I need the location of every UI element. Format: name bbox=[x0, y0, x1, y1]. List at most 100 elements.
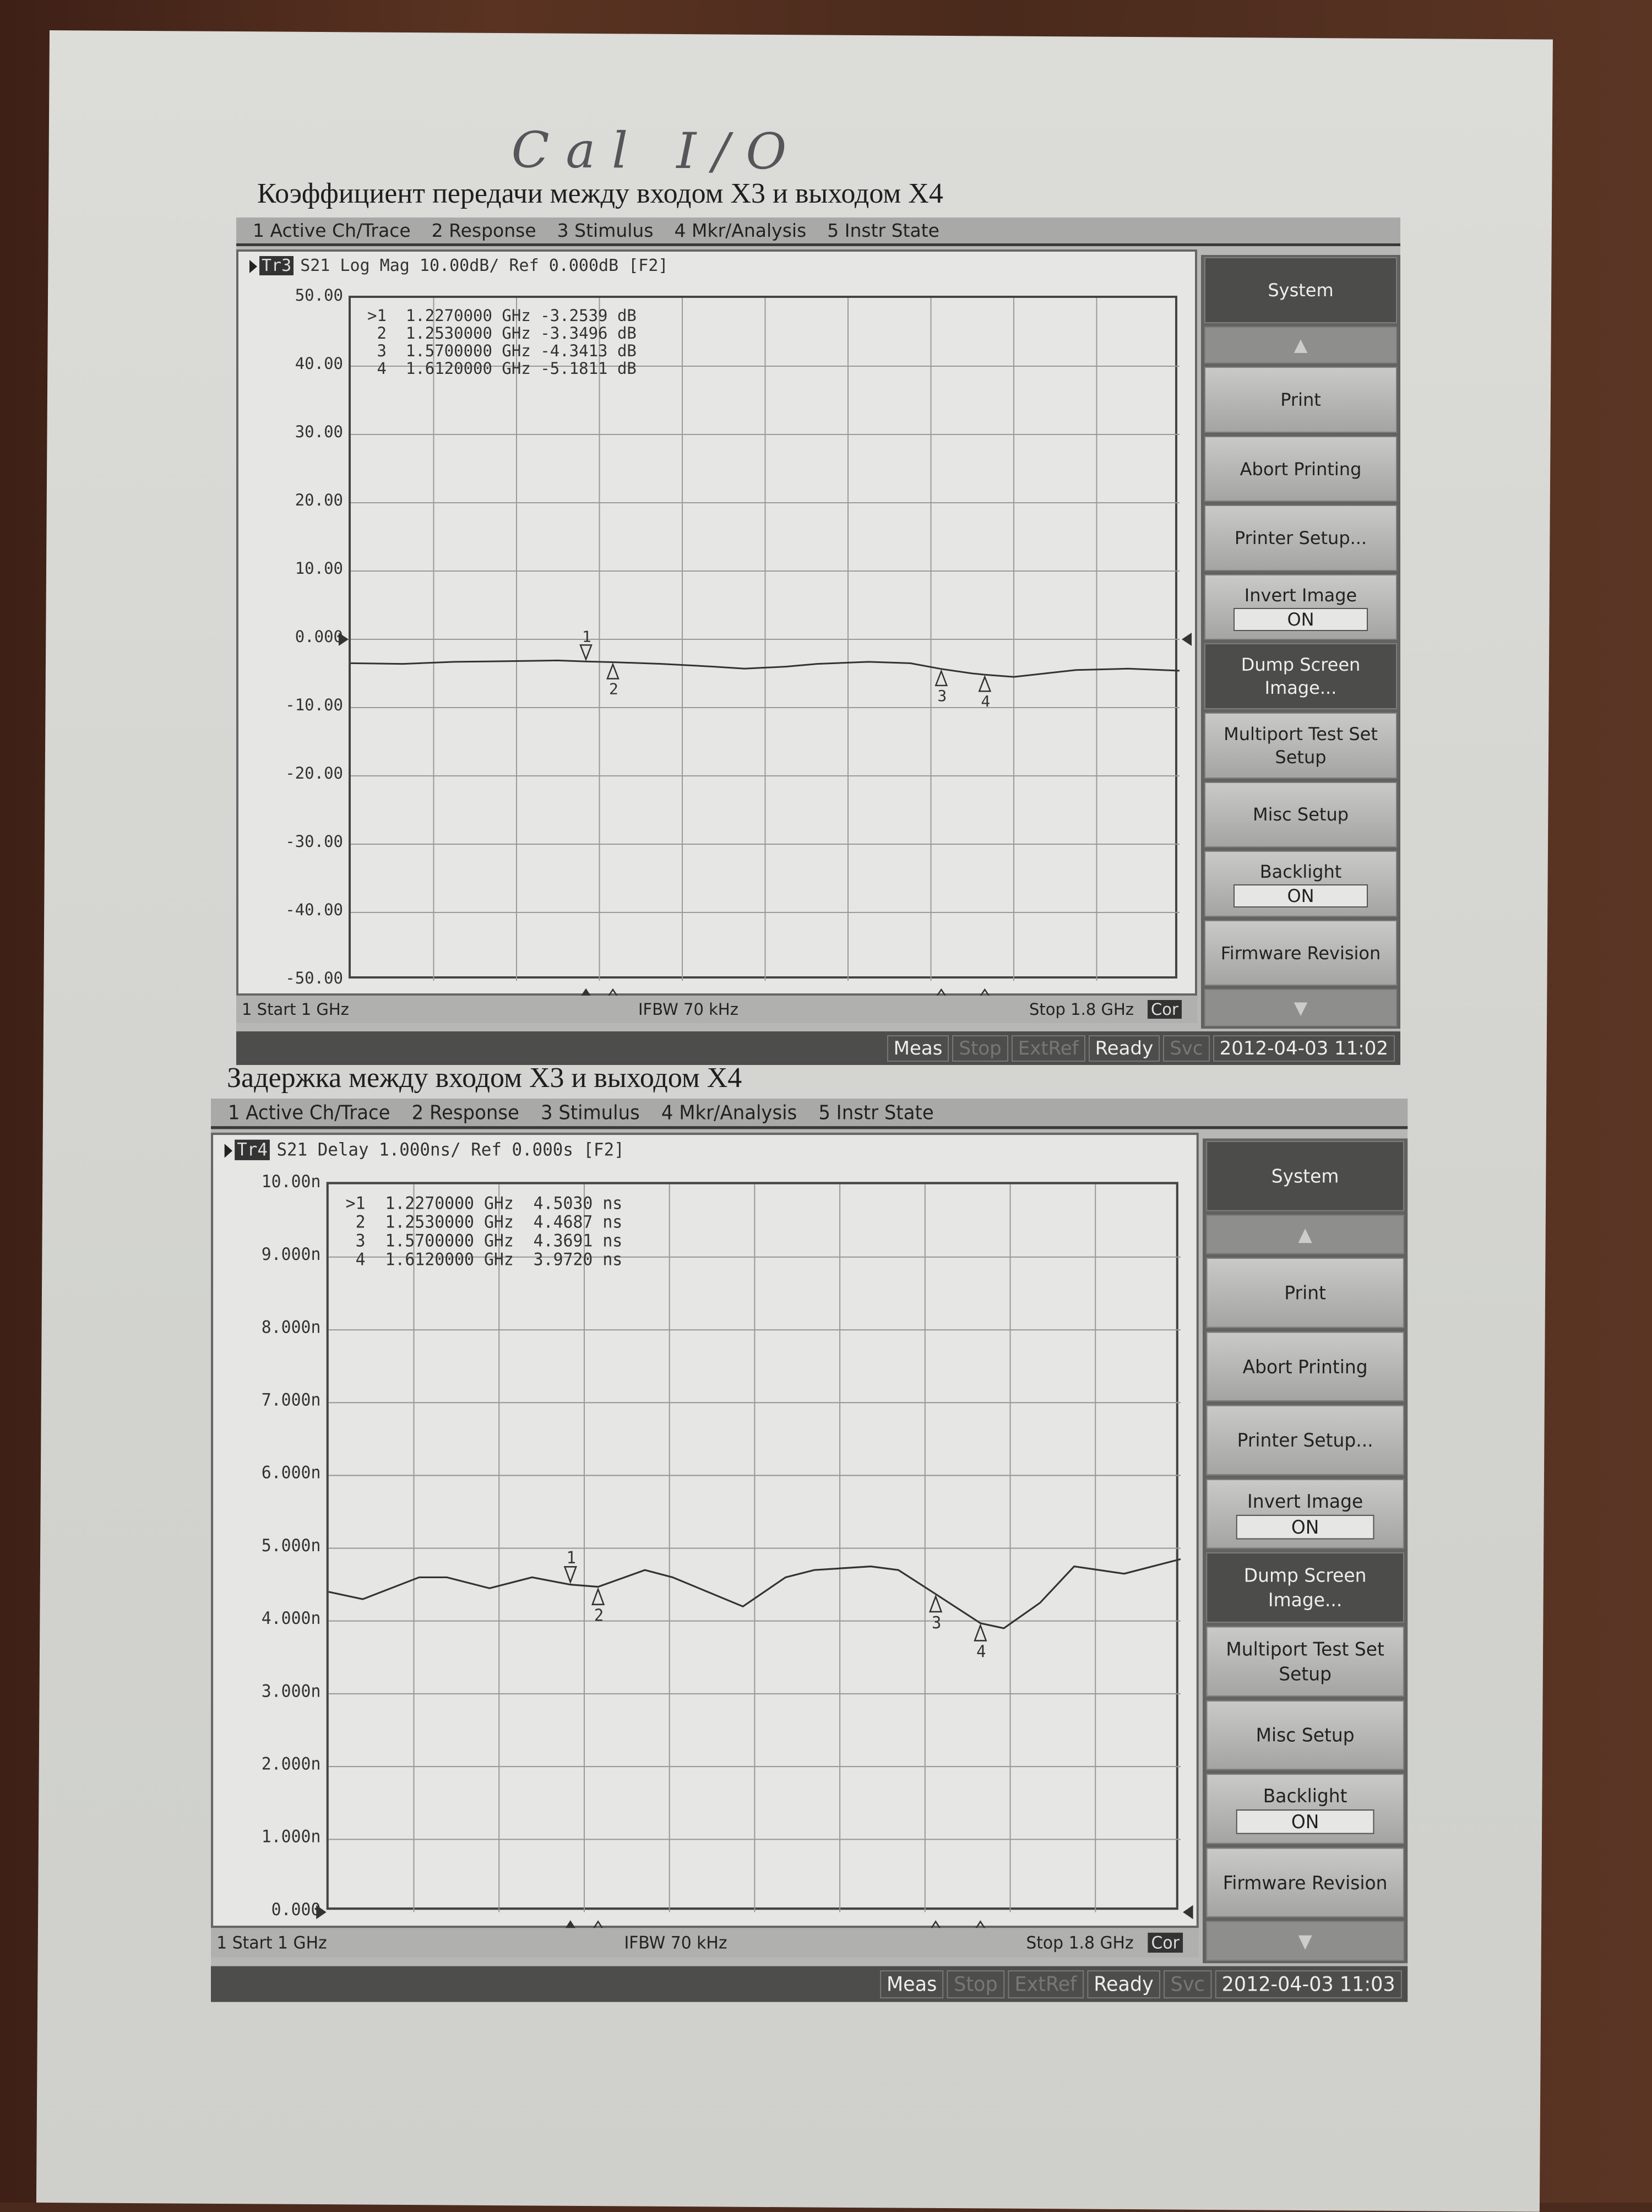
trace-badge[interactable]: Tr4 bbox=[235, 1139, 270, 1160]
status-ready: Ready bbox=[1088, 1035, 1160, 1062]
stop-frequency[interactable]: Stop 1.8 GHz bbox=[1029, 1000, 1134, 1019]
softkey-printer-setup[interactable]: Printer Setup... bbox=[1206, 1405, 1405, 1476]
softkey-label: Dump Screen Image... bbox=[1241, 654, 1361, 699]
if-bandwidth[interactable]: IFBW 70 kHz bbox=[638, 1000, 738, 1019]
y-tick-label: -20.00 bbox=[285, 764, 343, 782]
status-stop: Stop bbox=[952, 1035, 1008, 1062]
marker-readout-row: 4 1.6120000 GHz 3.9720 ns bbox=[345, 1249, 623, 1270]
y-tick-label: 10.00 bbox=[295, 559, 343, 578]
softkey-dump-screen-image[interactable]: Dump Screen Image... bbox=[1204, 643, 1397, 710]
menu-item[interactable]: 3 Stimulus bbox=[540, 1101, 640, 1124]
start-frequency[interactable]: 1 Start 1 GHz bbox=[216, 1932, 327, 1953]
marker-active-icon bbox=[579, 644, 593, 661]
y-tick-label: 1.000n bbox=[261, 1826, 321, 1847]
plot-area: Tr3 S21 Log Mag 10.00dB/ Ref 0.000dB [F2]… bbox=[236, 249, 1197, 1001]
y-tick-label: 5.000n bbox=[261, 1535, 321, 1556]
menu-item[interactable]: 5 Instr State bbox=[818, 1101, 934, 1124]
stop-frequency[interactable]: Stop 1.8 GHz bbox=[1026, 1932, 1134, 1953]
softkey-firmware-revision[interactable]: Firmware Revision bbox=[1206, 1847, 1405, 1918]
correction-indicator: Cor bbox=[1148, 1932, 1183, 1953]
menu-item[interactable]: 4 Mkr/Analysis bbox=[661, 1101, 797, 1124]
menu-item[interactable]: 2 Response bbox=[431, 220, 536, 241]
softkey-misc-setup[interactable]: Misc Setup bbox=[1206, 1700, 1405, 1770]
softkey-multiport-test-set-setup[interactable]: Multiport Test Set Setup bbox=[1206, 1626, 1405, 1697]
softkey-label: Abort Printing bbox=[1242, 1355, 1368, 1378]
scroll-up-button[interactable]: ▲ bbox=[1206, 1214, 1405, 1254]
softkey-label: System bbox=[1268, 279, 1334, 301]
menu-item[interactable]: 4 Mkr/Analysis bbox=[674, 220, 807, 241]
softkey-dump-screen-image[interactable]: Dump Screen Image... bbox=[1206, 1552, 1405, 1623]
graticule: 1 2 3 4 >1 1.2270000 GHz 4.5030 ns 2 1.25300… bbox=[316, 1182, 1193, 1933]
trace-settings: S21 Delay 1.000ns/ Ref 0.000s [F2] bbox=[276, 1139, 624, 1160]
softkey-label: System bbox=[1271, 1165, 1339, 1187]
y-tick-label: 8.000n bbox=[261, 1317, 321, 1337]
y-tick-label: -50.00 bbox=[285, 969, 343, 987]
invert-image-value[interactable]: ON bbox=[1236, 1514, 1374, 1540]
trace-badge[interactable]: Tr3 bbox=[259, 256, 294, 275]
y-tick-label: 50.00 bbox=[295, 286, 343, 305]
invert-image-value[interactable]: ON bbox=[1233, 607, 1368, 631]
softkey-label: Dump Screen Image... bbox=[1243, 1564, 1367, 1611]
softkey-system[interactable]: System bbox=[1204, 257, 1397, 323]
marker-icon bbox=[978, 675, 992, 692]
softkey-abort-printing[interactable]: Abort Printing bbox=[1204, 436, 1397, 502]
status-bar: Meas Stop ExtRef Ready Svc 2012-04-03 11:03 bbox=[211, 1966, 1408, 2002]
softkey-label: Backlight bbox=[1263, 1785, 1347, 1807]
softkey-backlight[interactable]: Backlight ON bbox=[1204, 851, 1397, 917]
marker-readout-row: 2 1.2530000 GHz -3.3496 dB bbox=[367, 324, 637, 343]
trace-line bbox=[328, 1558, 1181, 1629]
menu-item[interactable]: 3 Stimulus bbox=[557, 220, 654, 241]
softkey-printer-setup[interactable]: Printer Setup... bbox=[1204, 505, 1397, 571]
menu-item[interactable]: 1 Active Ch/Trace bbox=[227, 1101, 390, 1124]
marker-icon bbox=[606, 662, 620, 680]
start-frequency[interactable]: 1 Start 1 GHz bbox=[242, 1000, 349, 1019]
marker-readout-row: >1 1.2270000 GHz -3.2539 dB bbox=[367, 306, 637, 325]
correction-indicator: Cor bbox=[1148, 1000, 1182, 1019]
softkey-label: Print bbox=[1284, 1281, 1326, 1305]
softkey-invert-image[interactable]: Invert Image ON bbox=[1204, 574, 1397, 640]
backlight-value[interactable]: ON bbox=[1233, 884, 1368, 907]
softkey-system[interactable]: System bbox=[1206, 1140, 1405, 1211]
backlight-value[interactable]: ON bbox=[1236, 1809, 1374, 1834]
marker-active-icon bbox=[563, 1566, 577, 1584]
status-meas: Meas bbox=[879, 1970, 944, 1998]
active-trace-arrow-icon bbox=[249, 259, 257, 273]
softkey-print[interactable]: Print bbox=[1206, 1258, 1405, 1328]
y-tick-label: 7.000n bbox=[261, 1389, 321, 1410]
trace-line bbox=[350, 659, 1180, 678]
softkey-label: Abort Printing bbox=[1240, 458, 1362, 480]
stimulus-info-bar: 1 Start 1 GHz IFBW 70 kHz Stop 1.8 GHz Cor bbox=[211, 1928, 1199, 1958]
y-tick-label: 4.000n bbox=[261, 1608, 321, 1628]
softkey-print[interactable]: Print bbox=[1204, 367, 1397, 433]
softkey-label: Backlight bbox=[1259, 861, 1342, 882]
marker-icon bbox=[591, 1587, 605, 1606]
softkey-abort-printing[interactable]: Abort Printing bbox=[1206, 1331, 1405, 1402]
reference-level-left-arrow-icon bbox=[316, 1905, 327, 1920]
softkey-label: Printer Setup... bbox=[1237, 1429, 1373, 1452]
scroll-down-button[interactable]: ▼ bbox=[1204, 989, 1397, 1026]
menu-item[interactable]: 5 Instr State bbox=[827, 220, 939, 241]
y-tick-label: -30.00 bbox=[285, 832, 343, 851]
marker-number: 2 bbox=[609, 680, 618, 698]
scroll-up-button[interactable]: ▲ bbox=[1204, 326, 1397, 364]
softkey-backlight[interactable]: Backlight ON bbox=[1206, 1774, 1405, 1844]
menu-item[interactable]: 2 Response bbox=[411, 1101, 519, 1124]
trace-header[interactable]: Tr4 S21 Delay 1.000ns/ Ref 0.000s [F2] bbox=[224, 1139, 624, 1160]
softkey-misc-setup[interactable]: Misc Setup bbox=[1204, 781, 1397, 848]
stimulus-info-bar: 1 Start 1 GHz IFBW 70 kHz Stop 1.8 GHz Cor bbox=[236, 996, 1197, 1023]
softkey-label: Misc Setup bbox=[1252, 804, 1349, 825]
softkey-label: ▲ bbox=[1298, 1223, 1312, 1246]
chart-2-title: Задержка между входом X3 и выходом X4 bbox=[227, 1062, 742, 1094]
if-bandwidth[interactable]: IFBW 70 kHz bbox=[624, 1932, 727, 1953]
menu-item[interactable]: 1 Active Ch/Trace bbox=[253, 220, 411, 241]
trace-header[interactable]: Tr3 S21 Log Mag 10.00dB/ Ref 0.000dB [F2] bbox=[249, 256, 668, 275]
softkey-multiport-test-set-setup[interactable]: Multiport Test Set Setup bbox=[1204, 713, 1397, 779]
marker-icon bbox=[934, 669, 948, 687]
softkey-panel: System ▲ Print Abort Printing Printer Setup.… bbox=[1203, 1138, 1408, 1964]
marker-readout-row: 3 1.5700000 GHz -4.3413 dB bbox=[367, 341, 637, 360]
scroll-down-button[interactable]: ▼ bbox=[1206, 1921, 1405, 1961]
softkey-invert-image[interactable]: Invert Image ON bbox=[1206, 1479, 1405, 1550]
y-tick-label: 9.000n bbox=[261, 1244, 321, 1264]
marker-readout-table: >1 1.2270000 GHz -3.2539 dB 2 1.2530000 … bbox=[367, 307, 637, 377]
softkey-firmware-revision[interactable]: Firmware Revision bbox=[1204, 920, 1397, 986]
